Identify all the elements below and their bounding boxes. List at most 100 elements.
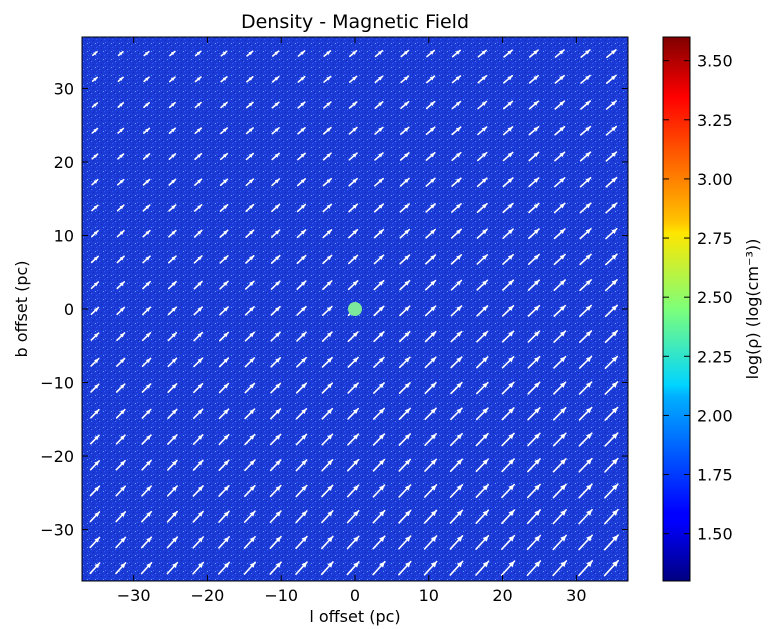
field-vector <box>295 535 308 550</box>
field-vector <box>271 101 280 109</box>
field-vector <box>477 126 488 136</box>
field-vector <box>270 254 281 264</box>
field-vector <box>423 560 438 576</box>
field-vector <box>116 204 125 212</box>
x-tick-label: 20 <box>492 586 512 605</box>
field-vector <box>168 153 177 160</box>
field-vector <box>552 432 567 447</box>
field-vector <box>348 228 359 239</box>
field-vector <box>374 49 384 58</box>
field-vector <box>194 152 203 161</box>
field-vector <box>450 356 463 369</box>
field-vector <box>553 228 566 240</box>
field-vector <box>398 560 412 576</box>
field-vector <box>89 485 101 497</box>
field-vector <box>502 202 514 214</box>
field-vector <box>243 510 256 523</box>
field-vector <box>372 407 386 420</box>
x-axis-label: l offset (pc) <box>309 607 400 626</box>
field-vector <box>373 228 385 239</box>
plot-area <box>81 36 629 582</box>
field-vector <box>296 178 307 187</box>
field-vector <box>604 381 619 395</box>
field-vector <box>90 255 99 264</box>
field-vector <box>142 229 151 238</box>
field-vector <box>168 229 177 238</box>
field-vector <box>297 101 306 109</box>
field-vector <box>501 534 516 551</box>
field-vector <box>553 202 566 214</box>
field-vector <box>166 485 178 497</box>
field-vector <box>528 100 540 110</box>
field-vector <box>116 178 125 186</box>
field-vector <box>116 306 126 316</box>
field-vector <box>553 279 566 292</box>
field-vector <box>554 49 565 58</box>
y-tick-label: 0 <box>64 300 74 319</box>
field-vector <box>115 536 127 549</box>
field-vector <box>476 253 489 265</box>
field-vector <box>450 254 463 265</box>
field-vector <box>424 330 437 343</box>
field-vector <box>115 485 127 497</box>
field-vector <box>373 203 385 213</box>
field-vector <box>91 178 99 186</box>
field-vector <box>117 102 125 108</box>
field-vector <box>271 127 280 135</box>
field-vector <box>142 280 151 290</box>
field-vector <box>243 561 256 575</box>
field-vector <box>115 408 126 419</box>
field-vector <box>295 484 308 498</box>
y-tick-label: 30 <box>54 79 74 98</box>
colorbar-tick-label: 2.25 <box>697 347 733 366</box>
field-vector <box>322 305 333 316</box>
field-vector <box>477 151 488 162</box>
field-vector <box>347 331 359 342</box>
field-vector <box>245 203 255 213</box>
colorbar-tick-label: 1.50 <box>697 525 733 544</box>
field-vector <box>245 254 255 264</box>
field-vector <box>246 50 254 57</box>
field-vector <box>553 253 566 266</box>
field-vector <box>399 279 411 291</box>
field-vector <box>143 101 150 109</box>
field-vector <box>140 561 153 575</box>
field-vector <box>219 280 229 290</box>
field-vector <box>528 74 540 84</box>
field-vector <box>477 75 488 84</box>
field-vector <box>449 560 464 576</box>
field-vector <box>320 561 334 576</box>
colorbar-tick-label: 3.00 <box>697 170 733 189</box>
field-vector <box>501 432 515 447</box>
field-vector <box>142 153 151 160</box>
field-vector <box>194 101 202 109</box>
field-vector <box>424 484 438 498</box>
y-axis: 30 20 10 0 −10 −20 −30 <box>40 79 628 540</box>
field-vector <box>426 49 436 58</box>
colorbar-ticks: 3.50 3.25 3.00 2.75 2.50 2.25 2.00 1.75 1.50 <box>663 52 733 544</box>
field-vector <box>451 75 462 84</box>
field-vector <box>270 382 282 394</box>
field-vector <box>604 432 619 447</box>
field-vector <box>553 355 567 369</box>
field-vector <box>476 305 489 317</box>
x-tick-label: −20 <box>191 586 225 605</box>
y-tick-label: 10 <box>54 226 74 245</box>
field-vector <box>552 560 568 577</box>
field-vector <box>346 484 360 498</box>
field-vector <box>296 254 307 265</box>
field-vector <box>192 485 204 497</box>
y-axis-label: b offset (pc) <box>12 260 31 357</box>
field-vector <box>475 381 489 395</box>
field-vector <box>604 304 618 318</box>
field-vector <box>526 509 542 525</box>
field-vector <box>579 176 592 188</box>
field-vector <box>450 228 462 239</box>
x-tick-label: 30 <box>566 586 586 605</box>
field-vector <box>374 152 384 161</box>
field-vector <box>578 406 593 421</box>
field-vector <box>141 383 152 393</box>
colorbar-tick-label: 3.25 <box>697 111 733 130</box>
field-vector <box>89 562 101 575</box>
field-vector <box>218 484 230 497</box>
